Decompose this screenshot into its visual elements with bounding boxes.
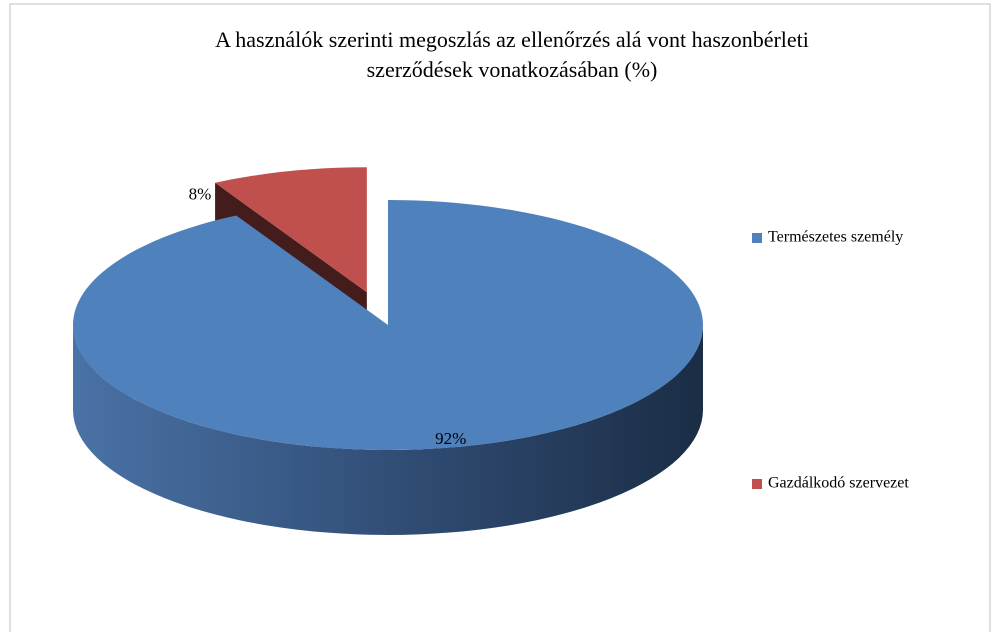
chart-title: szerződések vonatkozásában (%): [367, 57, 658, 82]
slice: [215, 167, 367, 293]
legend-label: Gazdálkodó szervezet: [768, 475, 909, 492]
legend-label: Természetes személy: [768, 229, 903, 246]
data-label: 92%: [435, 429, 466, 448]
data-label: 8%: [189, 185, 212, 204]
legend-swatch: [752, 233, 762, 243]
slice: [73, 200, 703, 451]
legend-swatch: [752, 479, 762, 489]
chart-title: A használók szerinti megoszlás az ellenő…: [215, 27, 809, 52]
slice-side: [73, 325, 703, 535]
